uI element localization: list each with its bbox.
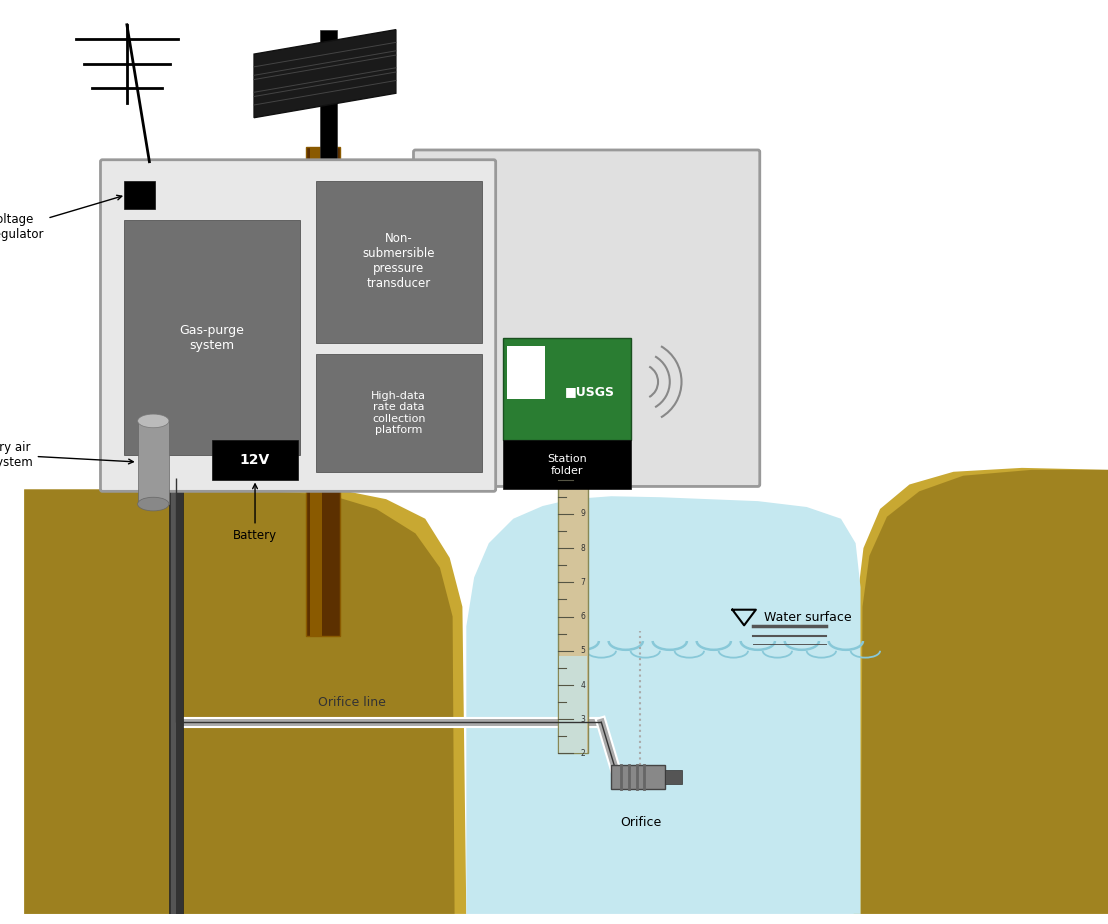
Text: 3: 3 — [581, 715, 586, 723]
Bar — [137, 421, 168, 505]
Text: Battery: Battery — [233, 484, 277, 541]
Bar — [124, 221, 300, 456]
Bar — [665, 770, 683, 784]
Polygon shape — [861, 469, 1108, 914]
Text: 7: 7 — [581, 578, 586, 587]
Bar — [212, 441, 298, 480]
Polygon shape — [24, 490, 454, 914]
Bar — [316, 355, 482, 472]
Text: Dry air
system: Dry air system — [0, 441, 133, 469]
Text: 2: 2 — [581, 749, 586, 758]
Text: 6: 6 — [581, 612, 586, 621]
Bar — [558, 480, 587, 753]
Bar — [171, 478, 176, 924]
Bar — [310, 147, 321, 636]
FancyBboxPatch shape — [413, 150, 760, 486]
Text: 5: 5 — [581, 646, 586, 655]
Text: Orifice: Orifice — [619, 816, 661, 829]
Text: Gas-purge
system: Gas-purge system — [179, 323, 245, 352]
Ellipse shape — [137, 497, 168, 511]
Text: 9: 9 — [581, 509, 586, 518]
Ellipse shape — [137, 414, 168, 428]
Text: High-data
rate data
collection
platform: High-data rate data collection platform — [371, 391, 427, 435]
Bar — [560, 656, 586, 753]
Text: 4: 4 — [581, 680, 586, 689]
Polygon shape — [254, 30, 396, 117]
Bar — [168, 478, 183, 924]
Bar — [612, 765, 665, 789]
FancyBboxPatch shape — [101, 160, 495, 492]
Text: 8: 8 — [581, 543, 586, 553]
Text: Water surface: Water surface — [763, 611, 851, 624]
Bar — [503, 441, 630, 490]
Bar — [124, 181, 155, 209]
Text: Non-
submersible
pressure
transducer: Non- submersible pressure transducer — [362, 233, 435, 290]
Text: Orifice line: Orifice line — [318, 697, 386, 710]
Bar — [316, 181, 482, 343]
Polygon shape — [466, 496, 861, 914]
Bar — [507, 346, 544, 399]
Bar — [306, 147, 340, 636]
Text: ■USGS: ■USGS — [565, 385, 615, 398]
Text: Station
folder: Station folder — [547, 454, 587, 476]
Polygon shape — [24, 490, 466, 914]
Bar — [319, 30, 337, 164]
Text: Voltage
regulator: Voltage regulator — [0, 195, 122, 241]
Bar — [503, 338, 630, 441]
Text: 12V: 12V — [240, 453, 270, 467]
Polygon shape — [853, 468, 1108, 914]
